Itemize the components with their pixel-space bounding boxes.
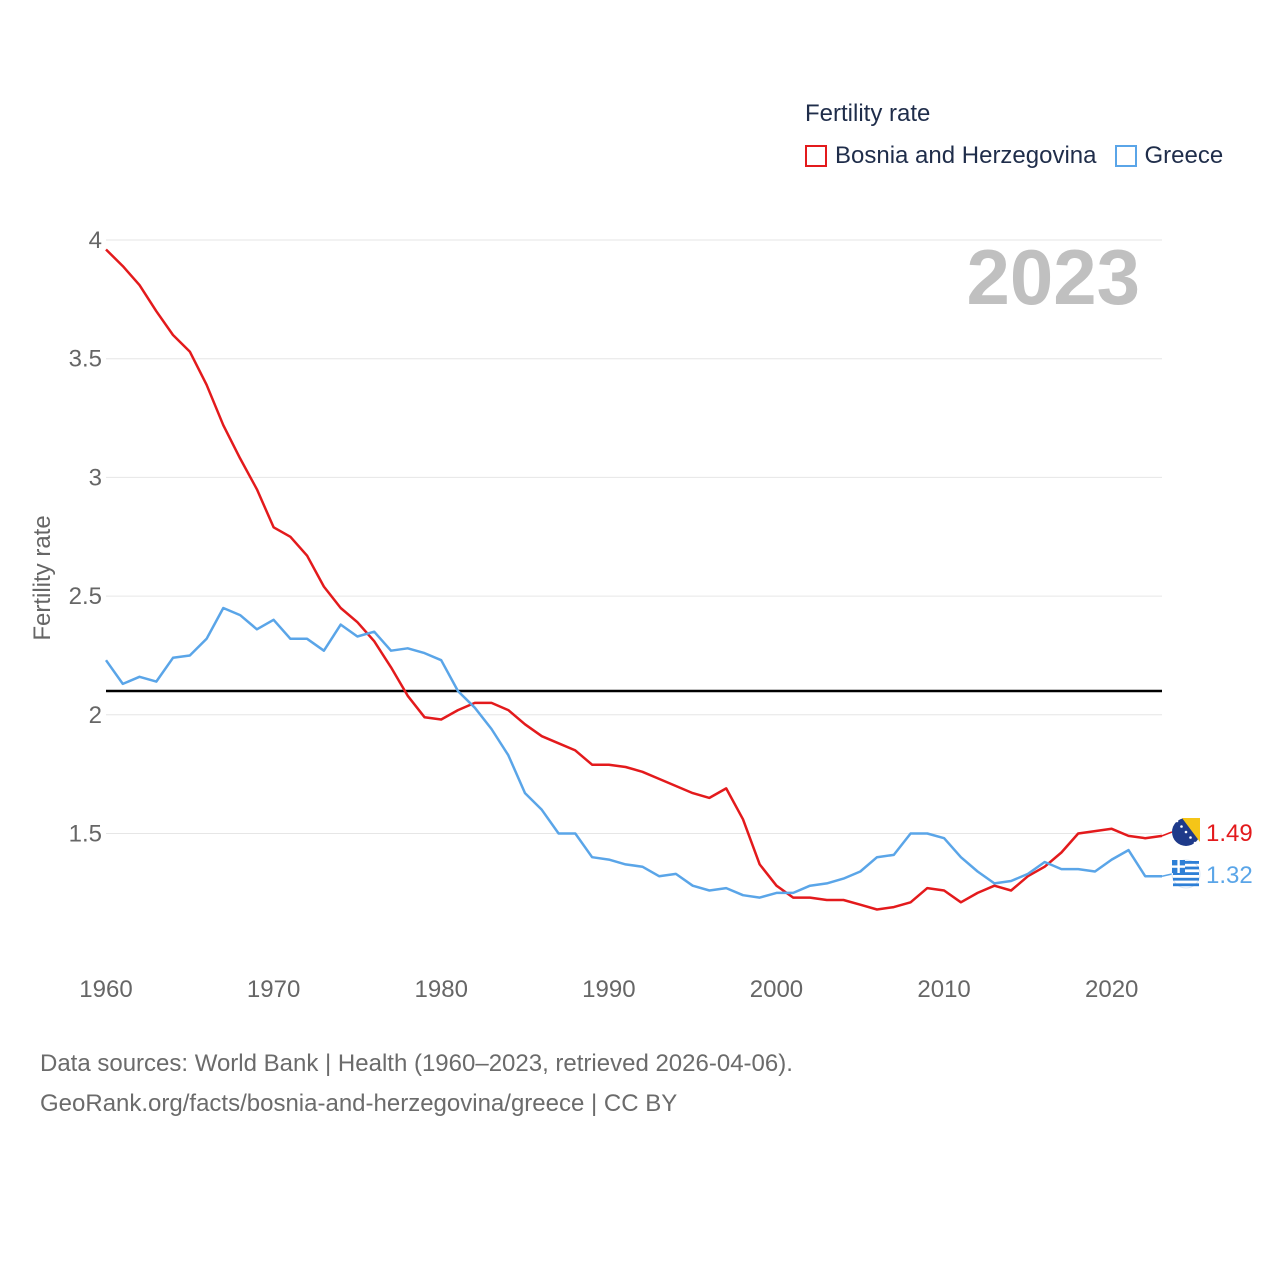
end-value-label-bosnia-and-herzegovina: 1.49 [1206, 820, 1253, 847]
x-tick-label: 2020 [1085, 976, 1138, 1003]
series-line-bosnia-and-herzegovina [105, 248, 1163, 911]
x-tick-label: 1960 [79, 976, 132, 1003]
flag-star [1175, 819, 1179, 823]
flag-stripe [1173, 866, 1199, 870]
flag-cross-h [1172, 865, 1185, 868]
flag-stripe [1173, 861, 1199, 864]
legend-swatch-greece [1114, 145, 1137, 167]
flag-stripe [1173, 877, 1199, 881]
y-axis: 1.5 2 2.5 3 3.5 4 [69, 227, 102, 848]
y-tick-label: 1.5 [69, 821, 102, 848]
y-tick-label: 3.5 [69, 346, 102, 373]
flag-star [1180, 825, 1183, 828]
y-tick-label: 2 [89, 702, 102, 729]
y-tick-label: 2.5 [69, 583, 102, 610]
x-axis: 1960 1970 1980 1990 2000 2010 2020 [79, 976, 1138, 1003]
source-note: Data sources: World Bank | Health (1960–… [40, 1044, 793, 1124]
x-tick-label: 1990 [582, 976, 635, 1003]
x-tick-label: 2010 [917, 976, 970, 1003]
end-value-label-greece: 1.32 [1206, 862, 1253, 889]
legend-label-bosnia: Bosnia and Herzegovina [835, 142, 1097, 169]
end-connector [1161, 873, 1173, 877]
end-labels: 1.49 1.32 [1161, 818, 1253, 889]
flag-star [1193, 841, 1197, 845]
y-axis-label: Fertility rate [29, 515, 56, 640]
legend-item-bosnia[interactable]: Bosnia and Herzegovina [805, 142, 1097, 170]
source-line-1: Data sources: World Bank | Health (1960–… [40, 1050, 793, 1077]
flag-triangle [1182, 818, 1200, 842]
grid [106, 239, 1162, 834]
flag-stripe [1173, 883, 1199, 887]
legend-swatch-bosnia [805, 145, 827, 167]
x-tick-label: 2000 [750, 976, 803, 1003]
legend-item-greece[interactable]: Greece [1114, 142, 1224, 170]
x-tick-label: 1980 [415, 976, 468, 1003]
y-tick-label: 4 [89, 227, 102, 254]
end-connector [1161, 831, 1173, 837]
x-tick-label: 1970 [247, 976, 300, 1003]
legend: Bosnia and Herzegovina Greece [805, 142, 1241, 170]
legend-label-greece: Greece [1144, 142, 1224, 169]
series-line-greece [104, 606, 1162, 899]
year-label: 2023 [966, 233, 1140, 321]
y-tick-label: 3 [89, 464, 102, 491]
bosnia-flag-icon [1172, 818, 1200, 846]
greece-flag-icon [1171, 859, 1201, 889]
legend-title: Fertility rate [805, 100, 931, 127]
flag-stripe [1173, 872, 1199, 875]
flag-star [1189, 836, 1192, 839]
flag-star [1184, 830, 1188, 834]
source-line-2[interactable]: GeoRank.org/facts/bosnia-and-herzegovina… [40, 1090, 678, 1117]
series-group [104, 248, 1163, 911]
